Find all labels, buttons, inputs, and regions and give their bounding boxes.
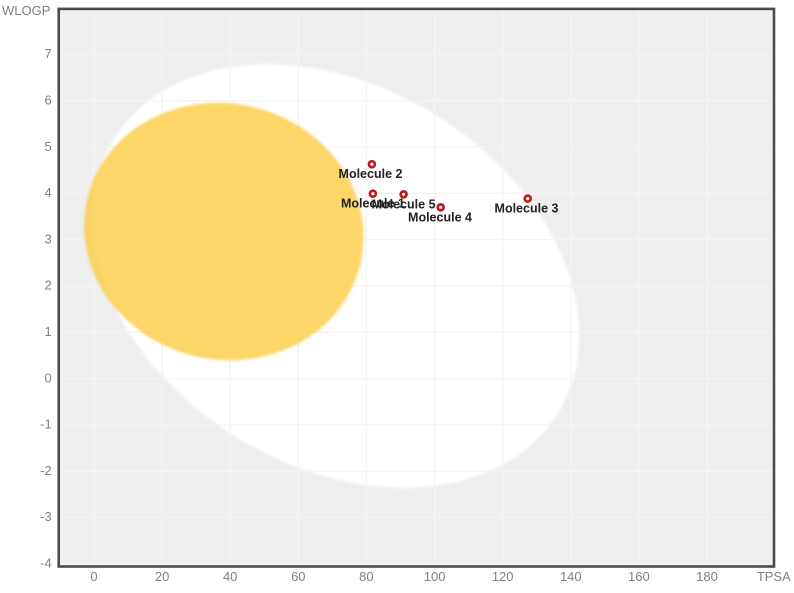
svg-text:0: 0: [44, 370, 51, 385]
svg-text:Molecule 1: Molecule 1: [341, 197, 405, 211]
svg-text:40: 40: [223, 569, 237, 584]
svg-text:7: 7: [44, 46, 51, 61]
svg-text:Molecule 4: Molecule 4: [408, 210, 472, 224]
svg-text:140: 140: [560, 569, 582, 584]
svg-text:Molecule 5: Molecule 5: [372, 197, 436, 211]
svg-text:Molecule 3: Molecule 3: [495, 202, 559, 216]
svg-text:100: 100: [424, 569, 446, 584]
svg-text:4: 4: [44, 185, 51, 200]
svg-text:-4: -4: [40, 556, 52, 571]
svg-text:20: 20: [155, 569, 169, 584]
svg-text:80: 80: [359, 569, 373, 584]
svg-text:120: 120: [492, 569, 514, 584]
svg-text:3: 3: [44, 231, 51, 246]
svg-text:-3: -3: [40, 509, 52, 524]
svg-text:0: 0: [90, 569, 97, 584]
svg-text:-1: -1: [40, 417, 52, 432]
svg-text:160: 160: [628, 569, 650, 584]
svg-text:2: 2: [44, 278, 51, 293]
svg-text:Molecule 2: Molecule 2: [339, 167, 403, 181]
svg-text:-2: -2: [40, 463, 52, 478]
svg-text:60: 60: [291, 569, 305, 584]
svg-text:TPSA: TPSA: [757, 569, 791, 584]
svg-text:WLOGP: WLOGP: [2, 3, 50, 18]
svg-text:180: 180: [696, 569, 718, 584]
svg-text:1: 1: [44, 324, 51, 339]
svg-text:6: 6: [44, 93, 51, 108]
svg-text:5: 5: [44, 139, 51, 154]
